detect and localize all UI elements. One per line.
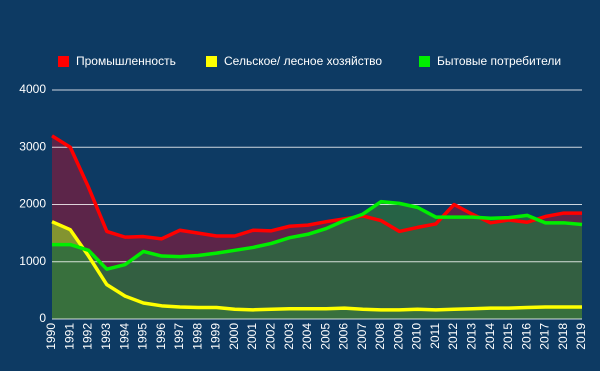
x-tick-label: 2012: [446, 323, 460, 350]
legend-label: Промышленность: [76, 54, 176, 68]
x-tick-label: 2017: [538, 323, 552, 350]
legend-label: Сельское/ лесное хозяйство: [224, 54, 382, 68]
line: [52, 199, 583, 271]
x-tick-label: 1999: [209, 323, 223, 350]
y-tick-label: 1000: [19, 254, 46, 268]
x-tick-label: 2008: [373, 323, 387, 350]
x-tick-label: 2014: [483, 323, 497, 350]
x-tick-label: 1996: [154, 323, 168, 350]
line: [51, 134, 582, 241]
x-tick-label: 1998: [190, 323, 204, 350]
y-tick-label: 2000: [19, 197, 46, 211]
area: [52, 201, 582, 319]
x-tick-label: 2015: [501, 323, 515, 350]
x-tick-label: 2001: [245, 323, 259, 350]
x-tick-label: 2003: [282, 323, 296, 350]
x-tick-label: 2004: [300, 323, 314, 350]
y-tick-label: 3000: [19, 139, 46, 153]
x-tick-label: 1991: [62, 323, 76, 350]
legend-swatch: [58, 56, 69, 67]
x-tick-label: 2007: [355, 323, 369, 350]
x-tick-label: 1997: [172, 323, 186, 350]
x-tick-label: 1994: [117, 323, 131, 350]
x-tick-label: 2019: [574, 323, 588, 350]
x-tick-label: 2000: [227, 323, 241, 350]
x-tick-label: 1990: [44, 323, 58, 350]
x-tick-label: 2002: [263, 323, 277, 350]
y-tick-label: 0: [39, 311, 46, 325]
y-tick-label: 4000: [19, 82, 46, 96]
legend-label: Бытовые потребители: [437, 54, 561, 68]
x-tick-label: 1992: [81, 323, 95, 350]
x-tick-label: 2010: [410, 323, 424, 350]
line: [51, 220, 582, 312]
x-tick-label: 2013: [465, 323, 479, 350]
x-tick-label: 1993: [99, 323, 113, 350]
x-tick-label: 2018: [556, 323, 570, 350]
x-tick-label: 2009: [391, 323, 405, 350]
x-tick-label: 2005: [318, 323, 332, 350]
x-tick-label: 2006: [337, 323, 351, 350]
legend-swatch: [206, 56, 217, 67]
x-tick-label: 2016: [519, 323, 533, 350]
x-tick-label: 2011: [428, 323, 442, 349]
x-tick-label: 1995: [136, 323, 150, 350]
legend-swatch: [419, 56, 430, 67]
